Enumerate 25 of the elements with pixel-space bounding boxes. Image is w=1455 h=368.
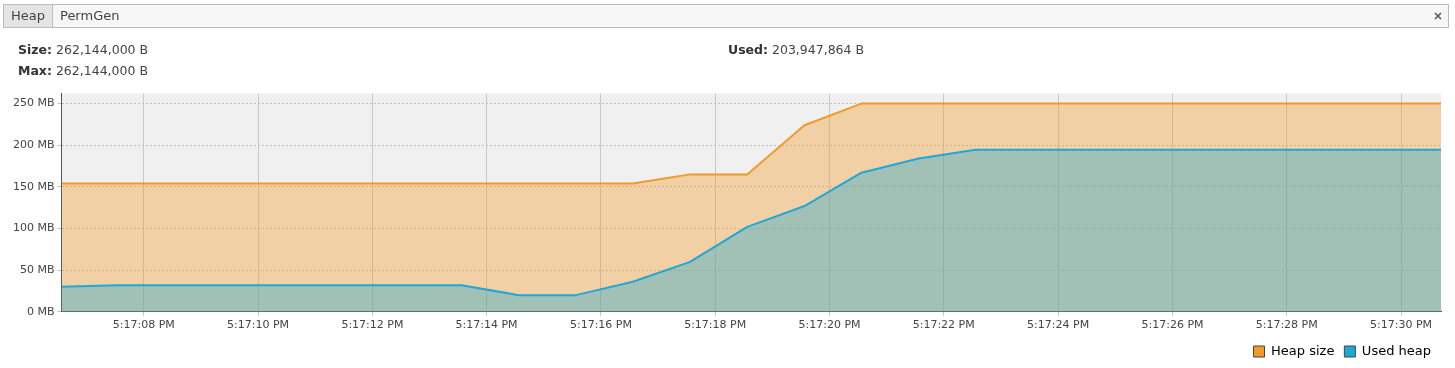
text: Size: 262,144,000 B <box>18 42 149 57</box>
text: Max: 262,144,000 B <box>18 63 148 78</box>
x-tick-label: 5:17:16 PM <box>569 318 632 332</box>
x-tick-label: 5:17:18 PM <box>684 318 747 332</box>
text: Used: 203,947,864 B <box>728 42 865 57</box>
x-tick-label: 5:17:08 PM <box>112 318 175 332</box>
y-tick-label: 0 MB <box>26 304 55 318</box>
text: Heap <box>4 5 53 27</box>
legend-label: Heap size <box>1271 342 1335 358</box>
x-tick-label: 5:17:24 PM <box>1027 318 1090 332</box>
y-tick-label: 200 MB <box>13 138 55 152</box>
y-tick-label: 100 MB <box>13 221 55 235</box>
x-tick-label: 5:17:14 PM <box>455 318 518 332</box>
y-tick-label: 250 MB <box>13 96 55 110</box>
x-tick-label: 5:17:30 PM <box>1370 318 1433 332</box>
x-tick-label: 5:17:12 PM <box>341 318 404 332</box>
x-tick-label: 5:17:20 PM <box>798 318 861 332</box>
legend-label: Used heap <box>1361 342 1432 358</box>
y-tick-label: 150 MB <box>13 179 55 193</box>
x-tick-label: 5:17:10 PM <box>226 318 290 332</box>
x-tick-label: 5:17:22 PM <box>912 318 975 332</box>
y-tick-label: 50 MB <box>20 263 55 277</box>
x-tick-label: 5:17:28 PM <box>1255 318 1318 332</box>
text: PermGen <box>59 7 121 25</box>
x-tick-label: 5:17:26 PM <box>1141 318 1204 332</box>
